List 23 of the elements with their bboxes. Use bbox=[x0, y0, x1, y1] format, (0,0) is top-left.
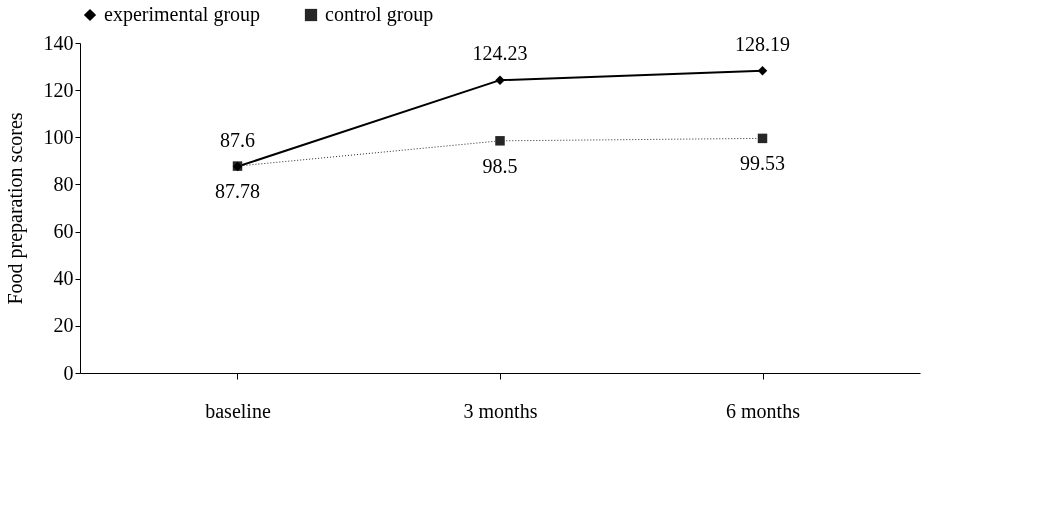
y-tick-label: 0 bbox=[63, 361, 74, 384]
data-label: 124.23 bbox=[472, 42, 528, 65]
y-tick-label: 120 bbox=[43, 78, 74, 101]
point bbox=[757, 133, 768, 144]
y-axis-title: Food preparation scores bbox=[3, 112, 27, 305]
y-tick-label: 40 bbox=[53, 267, 74, 290]
data-label: 87.6 bbox=[220, 128, 255, 151]
data-label: 98.5 bbox=[482, 154, 518, 177]
data-label: 128.19 bbox=[735, 32, 790, 55]
x-tick-label: baseline bbox=[205, 399, 271, 422]
data-label: 99.53 bbox=[740, 152, 785, 175]
y-tick-label: 60 bbox=[53, 220, 74, 243]
y-tick-label: 20 bbox=[53, 314, 74, 337]
y-tick-label: 80 bbox=[53, 172, 74, 195]
legend-label: control group bbox=[325, 3, 434, 26]
x-tick-label: 3 months bbox=[463, 399, 538, 422]
point bbox=[757, 66, 768, 76]
point bbox=[495, 136, 505, 146]
x-tick-label: 6 months bbox=[726, 399, 801, 422]
y-tick-label: 100 bbox=[43, 125, 74, 148]
data-label: 87.78 bbox=[215, 180, 260, 203]
legend-label: experimental group bbox=[104, 3, 261, 26]
y-tick-label: 140 bbox=[43, 31, 74, 54]
